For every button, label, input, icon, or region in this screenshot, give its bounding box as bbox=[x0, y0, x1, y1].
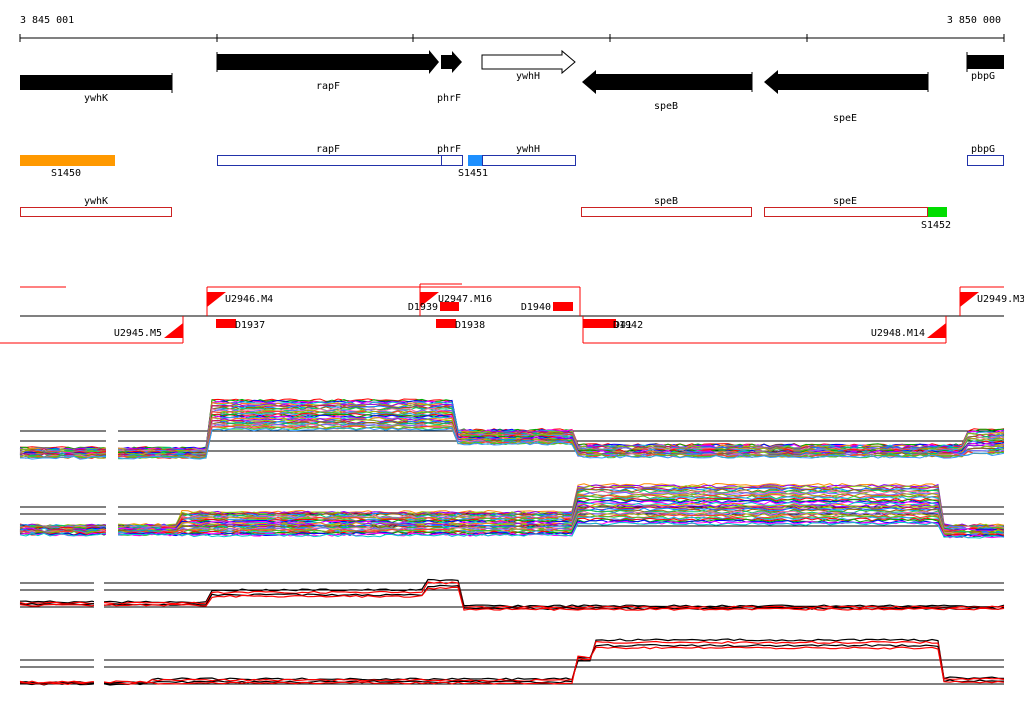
expression-average-line bbox=[19, 586, 1005, 611]
expression-average-line bbox=[19, 646, 1005, 685]
expression-track-plus-multi bbox=[19, 398, 1005, 460]
gene-arrow-speB[interactable] bbox=[582, 70, 752, 94]
expression-average-line bbox=[19, 640, 1005, 686]
coord-left-label: 3 845 001 bbox=[20, 15, 74, 26]
gene-label-ywhH: ywhH bbox=[516, 71, 540, 82]
minus-feature-label-speB: speB bbox=[654, 196, 678, 207]
gene-label-speB: speB bbox=[654, 101, 678, 112]
gene-label-pbpG: pbpG bbox=[971, 71, 995, 82]
gene-arrow-speE[interactable] bbox=[764, 70, 928, 94]
gene-arrow-pbpG[interactable] bbox=[967, 55, 1004, 69]
plus-feature-box-phrF[interactable] bbox=[441, 155, 463, 166]
expression-track-minus-average bbox=[19, 638, 1005, 686]
minus-feature-box-ywhK[interactable] bbox=[20, 207, 172, 217]
plus-strand-track: S1450 rapF phrF ywhH S1451 pbpG bbox=[20, 144, 1004, 179]
ncrna-block-S1452[interactable] bbox=[928, 207, 947, 217]
coordinate-ruler: 3 845 001 3 850 000 bbox=[19, 15, 1005, 42]
plus-feature-label-rapF: rapF bbox=[316, 144, 340, 155]
minus-feature-label-speE: speE bbox=[833, 196, 857, 207]
expression-sample-line bbox=[19, 489, 1005, 529]
gene-label-ywhK: ywhK bbox=[84, 93, 108, 104]
plus-feature-box-rapF[interactable] bbox=[217, 155, 442, 166]
gene-label-rapF: rapF bbox=[316, 81, 340, 92]
upshift-flag-U2947[interactable] bbox=[420, 292, 439, 307]
data-gap bbox=[106, 420, 118, 550]
ncrna-block-S1450[interactable] bbox=[20, 155, 115, 166]
expression-track-plus-average bbox=[19, 578, 1005, 611]
gene-label-phrF: phrF bbox=[437, 93, 461, 104]
upshift-flag-U2949[interactable] bbox=[960, 292, 979, 307]
downshift-label-D1941: D1941 bbox=[602, 320, 632, 331]
coord-right-label: 3 850 000 bbox=[947, 15, 1001, 26]
expression-sample-line bbox=[19, 403, 1005, 452]
downshift-label-D1942: D1942 bbox=[613, 320, 643, 331]
minus-strand-track: ywhK speB speE S1452 bbox=[20, 196, 951, 231]
ncrna-block-S1451[interactable] bbox=[468, 155, 482, 166]
minus-feature-box-speE[interactable] bbox=[764, 207, 928, 217]
data-gap-masks bbox=[94, 420, 118, 695]
downshift-marker-D1942[interactable] bbox=[596, 319, 616, 328]
upshift-label-U2946: U2946.M4 bbox=[225, 294, 273, 305]
ncrna-label-S1452: S1452 bbox=[921, 220, 951, 231]
downshift-marker-D1939[interactable] bbox=[440, 302, 459, 311]
expression-sample-line bbox=[19, 494, 1005, 531]
upshift-label-U2949: U2949.M3 bbox=[977, 294, 1024, 305]
expression-sample-line bbox=[19, 505, 1005, 534]
gene-track: ywhK rapF phrF ywhH speB speE pbpG bbox=[20, 49, 1004, 124]
downshift-marker-D1937[interactable] bbox=[216, 319, 236, 328]
upshift-flag-U2946[interactable] bbox=[207, 292, 226, 307]
expression-sample-line bbox=[19, 511, 1005, 536]
upshift-label-U2948: U2948.M14 bbox=[871, 328, 925, 339]
upshift-flag-U2948[interactable] bbox=[927, 323, 946, 338]
gene-arrow-phrF[interactable] bbox=[441, 51, 462, 73]
expression-sample-line bbox=[19, 427, 1005, 460]
data-gap bbox=[94, 655, 104, 695]
data-gap bbox=[94, 580, 104, 610]
segment-track: U2946.M4 U2947.M16 U2949.M3 U2945.M5 U29… bbox=[0, 283, 1024, 344]
plus-feature-label-ywhH: ywhH bbox=[516, 144, 540, 155]
downshift-label-D1938: D1938 bbox=[455, 320, 485, 331]
upshift-label-U2945: U2945.M5 bbox=[114, 328, 162, 339]
expression-sample-line bbox=[19, 497, 1005, 532]
downshift-label-D1940: D1940 bbox=[521, 302, 551, 313]
gene-arrow-ywhK[interactable] bbox=[20, 75, 172, 90]
expression-sample-line bbox=[19, 499, 1005, 532]
downshift-label-D1939: D1939 bbox=[408, 302, 438, 313]
plus-feature-box-pbpG[interactable] bbox=[967, 155, 1004, 166]
gene-arrow-ywhH[interactable] bbox=[481, 49, 576, 75]
expression-sample-line bbox=[19, 519, 1005, 538]
gene-label-speE: speE bbox=[833, 113, 857, 124]
ncrna-label-S1450: S1450 bbox=[51, 168, 81, 179]
expression-sample-line bbox=[19, 496, 1005, 531]
plus-feature-label-pbpG: pbpG bbox=[971, 144, 995, 155]
upshift-flag-U2945[interactable] bbox=[164, 323, 183, 338]
ncrna-label-S1451: S1451 bbox=[458, 168, 488, 179]
gene-arrow-rapF[interactable] bbox=[217, 50, 439, 74]
downshift-marker-D1940[interactable] bbox=[553, 302, 573, 311]
downshift-marker-D1941[interactable] bbox=[583, 319, 603, 328]
expression-sample-line bbox=[19, 502, 1005, 533]
upshift-label-U2947: U2947.M16 bbox=[438, 294, 492, 305]
minus-feature-box-speB[interactable] bbox=[581, 207, 752, 217]
expression-sample-line bbox=[19, 521, 1005, 539]
downshift-marker-D1938[interactable] bbox=[436, 319, 456, 328]
expression-average-line bbox=[19, 643, 1005, 684]
minus-feature-label-ywhK: ywhK bbox=[84, 196, 108, 207]
plus-feature-label-phrF: phrF bbox=[437, 144, 461, 155]
plus-feature-box-ywhH[interactable] bbox=[482, 155, 576, 166]
downshift-label-D1937: D1937 bbox=[235, 320, 265, 331]
expression-track-minus-multi bbox=[19, 482, 1005, 539]
